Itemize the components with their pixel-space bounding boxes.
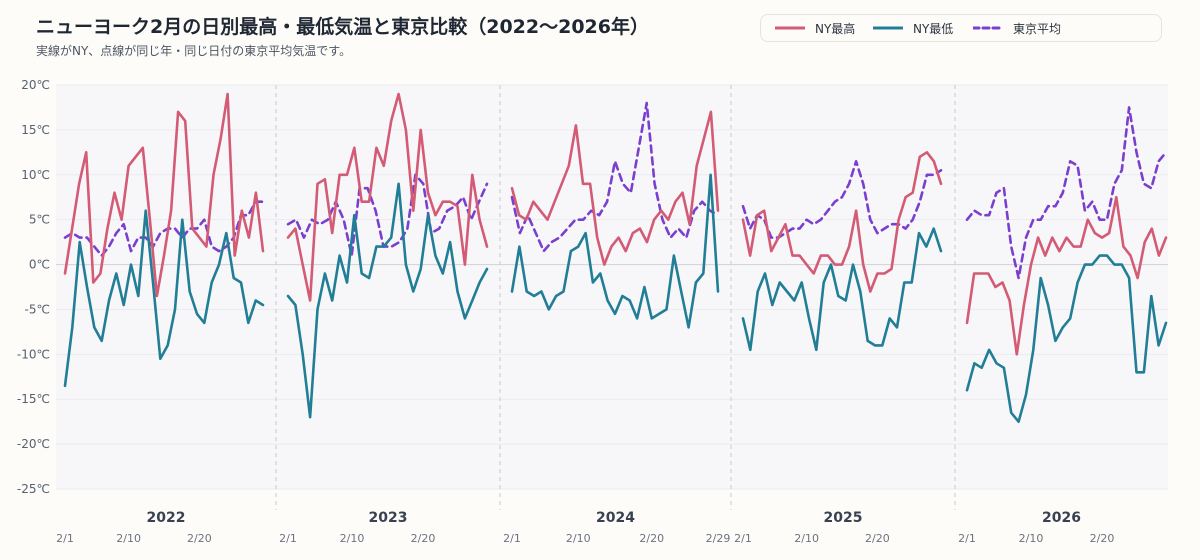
x-tick-label: 2/20 bbox=[865, 532, 890, 545]
x-tick-label: 2/1 bbox=[56, 532, 74, 545]
series-line-tokyo-2023 bbox=[286, 173, 489, 257]
y-tick-label: 20℃ bbox=[21, 78, 50, 92]
y-tick-label: 0℃ bbox=[29, 258, 50, 272]
legend-label-tokyo: 東京平均 bbox=[1013, 21, 1062, 36]
series-line-ny-low-2023 bbox=[286, 182, 489, 419]
panel-bg-2024 bbox=[500, 85, 731, 489]
panel-2022: 2022 2/1 2/10 2/20 bbox=[56, 92, 265, 545]
y-tick-label: 5℃ bbox=[29, 213, 50, 227]
y-tick-label: -5℃ bbox=[25, 302, 50, 316]
panel-bg-2022 bbox=[56, 85, 276, 489]
panel-year-label-2023: 2023 bbox=[369, 510, 408, 526]
y-tick-label: 15℃ bbox=[21, 123, 50, 137]
legend-item-tokyo[interactable]: 東京平均 bbox=[973, 15, 1061, 41]
x-tick-label: 2/1 bbox=[734, 532, 752, 545]
legend-label-ny-high: NY最高 bbox=[815, 21, 856, 36]
series-line-tokyo-2022 bbox=[63, 200, 265, 257]
legend: NY最高 NY最低 東京平均 bbox=[760, 14, 1162, 42]
series-line-ny-low-2026 bbox=[965, 254, 1168, 424]
legend-swatch-tokyo bbox=[973, 26, 1003, 30]
x-tick-label: 2/10 bbox=[1019, 532, 1044, 545]
series-line-ny-high-2022 bbox=[63, 92, 265, 298]
series-line-ny-high-2025 bbox=[741, 151, 943, 293]
x-tick-label: 2/20 bbox=[639, 532, 664, 545]
series-line-tokyo-2025 bbox=[741, 160, 943, 239]
x-tick-label: 2/1 bbox=[503, 532, 521, 545]
panel-bg-2023 bbox=[276, 85, 500, 489]
panel-bg-2026 bbox=[955, 85, 1168, 489]
series-line-ny-high-2023 bbox=[286, 92, 489, 302]
series-line-tokyo-2024 bbox=[510, 101, 720, 253]
x-tick-label: 2/10 bbox=[794, 532, 819, 545]
panel-2023: 2023 2/1 2/10 2/20 bbox=[279, 92, 489, 545]
panel-2024: 2024 2/1 2/10 2/20 2/29 bbox=[503, 101, 731, 545]
legend-swatch-ny-low bbox=[873, 26, 903, 30]
panel-year-label-2022: 2022 bbox=[147, 510, 186, 526]
panel-year-label-2026: 2026 bbox=[1042, 510, 1081, 526]
legend-swatch-ny-high bbox=[775, 26, 805, 30]
x-tick-label: 2/1 bbox=[279, 532, 297, 545]
x-tick-label: 2/10 bbox=[566, 532, 591, 545]
x-tick-label: 2/29 bbox=[706, 532, 731, 545]
panel-2025: 2025 2/1 2/10 2/20 bbox=[734, 151, 943, 545]
series-line-ny-low-2024 bbox=[510, 173, 720, 329]
y-tick-label: -25℃ bbox=[17, 482, 50, 496]
x-tick-label: 2/20 bbox=[411, 532, 436, 545]
legend-item-ny-low[interactable]: NY最低 bbox=[873, 15, 953, 41]
panel-bg-2025 bbox=[731, 85, 955, 489]
series-line-tokyo-2026 bbox=[965, 106, 1168, 280]
y-tick-label: -15℃ bbox=[17, 392, 50, 406]
legend-label-ny-low: NY最低 bbox=[913, 21, 954, 36]
panel-year-label-2025: 2025 bbox=[824, 510, 863, 526]
panel-2026: 2026 2/1 2/10 2/20 bbox=[958, 106, 1168, 545]
y-tick-label: -20℃ bbox=[17, 437, 50, 451]
chart-title: ニューヨーク2月の日別最高・最低気温と東京比較（2022〜2026年） bbox=[36, 16, 649, 38]
series-line-ny-high-2024 bbox=[510, 110, 720, 266]
panel-year-label-2024: 2024 bbox=[596, 510, 635, 526]
series-line-ny-low-2022 bbox=[63, 209, 265, 388]
x-tick-label: 2/10 bbox=[340, 532, 365, 545]
legend-item-ny-high[interactable]: NY最高 bbox=[775, 15, 855, 41]
y-tick-label: 10℃ bbox=[21, 168, 50, 182]
x-tick-label: 2/20 bbox=[1090, 532, 1115, 545]
y-tick-label: -10℃ bbox=[17, 347, 50, 361]
chart-subtitle: 実線がNY、点線が同じ年・同じ日付の東京平均気温です。 bbox=[36, 44, 352, 58]
series-line-ny-low-2025 bbox=[741, 227, 943, 352]
x-tick-label: 2/20 bbox=[187, 532, 212, 545]
x-tick-label: 2/1 bbox=[958, 532, 976, 545]
series-line-ny-high-2026 bbox=[965, 195, 1168, 356]
x-tick-label: 2/10 bbox=[116, 532, 141, 545]
